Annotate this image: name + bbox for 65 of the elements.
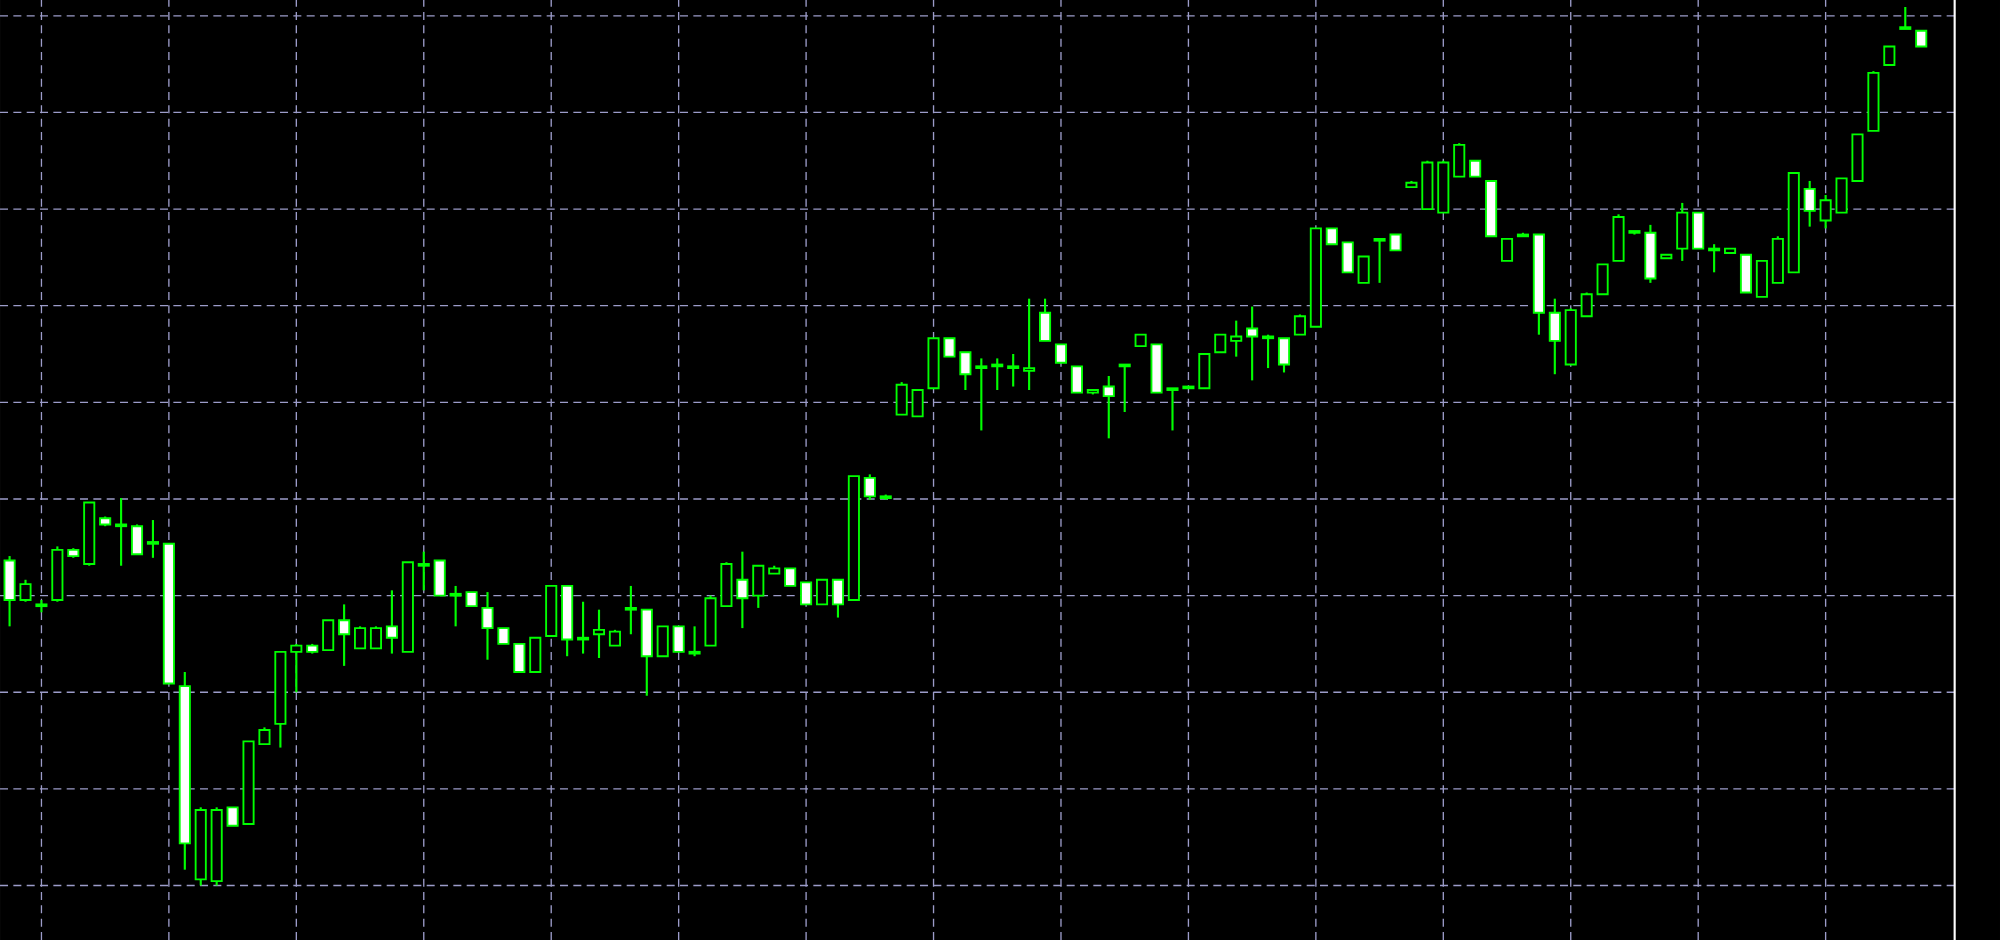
candlestick	[863, 473, 876, 501]
candlestick	[385, 589, 398, 655]
candlestick	[1899, 5, 1912, 31]
candlestick	[1803, 179, 1816, 228]
candlestick	[1246, 305, 1259, 382]
candlestick	[1262, 333, 1275, 370]
candlestick	[1230, 319, 1243, 358]
candlestick	[130, 523, 144, 556]
candlestick	[1007, 352, 1020, 388]
candlestick	[640, 608, 653, 697]
candlestick	[1277, 337, 1291, 374]
candlestick	[529, 636, 542, 673]
candlestick	[656, 625, 669, 658]
candlestick	[577, 600, 590, 655]
candlestick	[35, 598, 48, 614]
candlestick	[1739, 253, 1753, 294]
candlestick	[338, 603, 351, 667]
candlestick	[736, 550, 749, 630]
candlestick	[513, 642, 526, 673]
candlestick	[831, 578, 844, 619]
candlestick	[1771, 235, 1784, 284]
candlestick	[592, 608, 606, 660]
candlestick	[226, 806, 239, 827]
candlestick	[800, 581, 813, 606]
candlestick	[1453, 142, 1466, 178]
candlestick	[1054, 343, 1068, 364]
candlestick	[1676, 201, 1689, 262]
candlestick	[449, 584, 462, 628]
candlestick	[417, 550, 430, 592]
candlestick	[752, 564, 765, 609]
candlestick	[1596, 263, 1609, 296]
candlestick	[672, 625, 685, 653]
candlestick	[1039, 297, 1052, 342]
candlestick	[1293, 313, 1306, 336]
candlestick	[1070, 365, 1083, 394]
candlestick	[354, 625, 367, 650]
candlestick	[1755, 259, 1768, 298]
candlestick	[895, 381, 908, 416]
candlestick	[290, 642, 303, 694]
candlestick	[688, 625, 701, 658]
candlestick	[1644, 223, 1657, 284]
candlestick	[1708, 243, 1721, 274]
candlestick	[115, 497, 128, 567]
candlestick	[624, 584, 637, 636]
candlestick	[322, 619, 335, 652]
candlestick	[1341, 241, 1354, 274]
candlestick	[1548, 297, 1561, 376]
candlestick	[1819, 193, 1832, 230]
candlestick	[1357, 255, 1370, 284]
candlestick	[1692, 211, 1705, 250]
candlestick	[369, 625, 383, 650]
candlestick	[1102, 374, 1115, 440]
candlestick	[1198, 353, 1211, 390]
candlestick	[1023, 297, 1036, 392]
candlestick	[1500, 237, 1514, 262]
candlestick	[975, 357, 988, 432]
candlestick	[991, 357, 1004, 392]
candlestick	[1118, 363, 1131, 414]
candlestick	[1421, 159, 1434, 211]
candlestick	[959, 351, 972, 392]
candlestick	[1883, 45, 1896, 66]
candlestick	[815, 578, 829, 606]
candlestick	[433, 559, 446, 597]
candlestick	[146, 518, 159, 559]
candlestick	[911, 389, 924, 418]
